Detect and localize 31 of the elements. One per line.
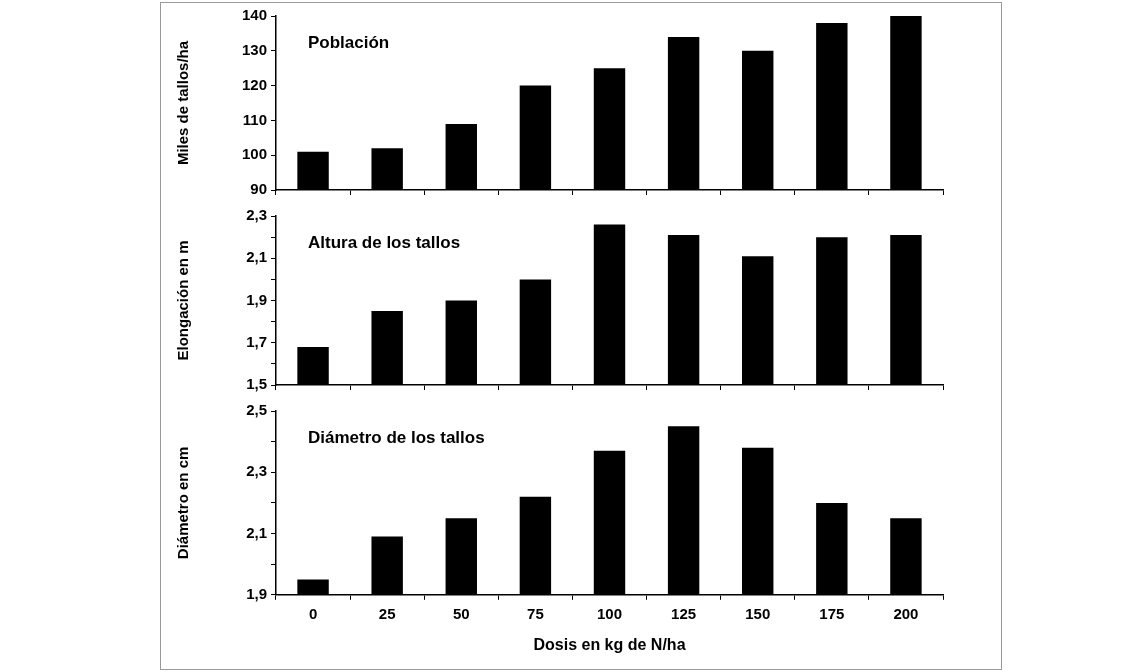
x-axis-title: Dosis en kg de N/ha [533, 635, 686, 653]
y-tick-label: 1,9 [246, 290, 267, 308]
text: Población [308, 32, 390, 52]
y-tick-label: 2,3 [246, 206, 267, 224]
y-tick-label: 1,7 [246, 332, 267, 350]
text: Altura de los tallos [308, 232, 461, 252]
y-axis-title: Diámetro en cm [174, 446, 192, 560]
y-tick-label: 1,5 [246, 375, 267, 393]
y-axis-title: Elongación en m [174, 240, 192, 361]
x-tick-label: 100 [596, 604, 623, 622]
y-tick-label: 110 [242, 110, 267, 128]
y-tick-label: 130 [241, 40, 267, 58]
x-tick-label: 200 [893, 604, 919, 622]
y-tick-label: 2,1 [246, 523, 267, 541]
y-tick-label: 2,5 [246, 401, 267, 419]
text: Diámetro de los tallos [308, 427, 485, 447]
y-tick-label: 120 [241, 75, 267, 93]
y-tick-label: 100 [241, 145, 267, 163]
x-tick-label: 50 [452, 604, 470, 622]
x-tick-label: 150 [745, 604, 771, 622]
x-tick-label: 175 [819, 604, 845, 622]
y-tick-label: 2,3 [246, 462, 267, 480]
x-tick-label: 75 [527, 604, 544, 622]
y-tick-label: 2,1 [246, 248, 267, 266]
x-tick-label: 0 [308, 604, 318, 622]
x-tick-label: 25 [378, 604, 396, 622]
y-tick-label: 140 [241, 6, 267, 24]
x-tick-label: 125 [671, 604, 697, 622]
y-axis-title: Miles de tallos/ha [174, 40, 192, 166]
y-tick-label: 1,9 [246, 584, 267, 602]
y-tick-label: 90 [250, 180, 267, 198]
